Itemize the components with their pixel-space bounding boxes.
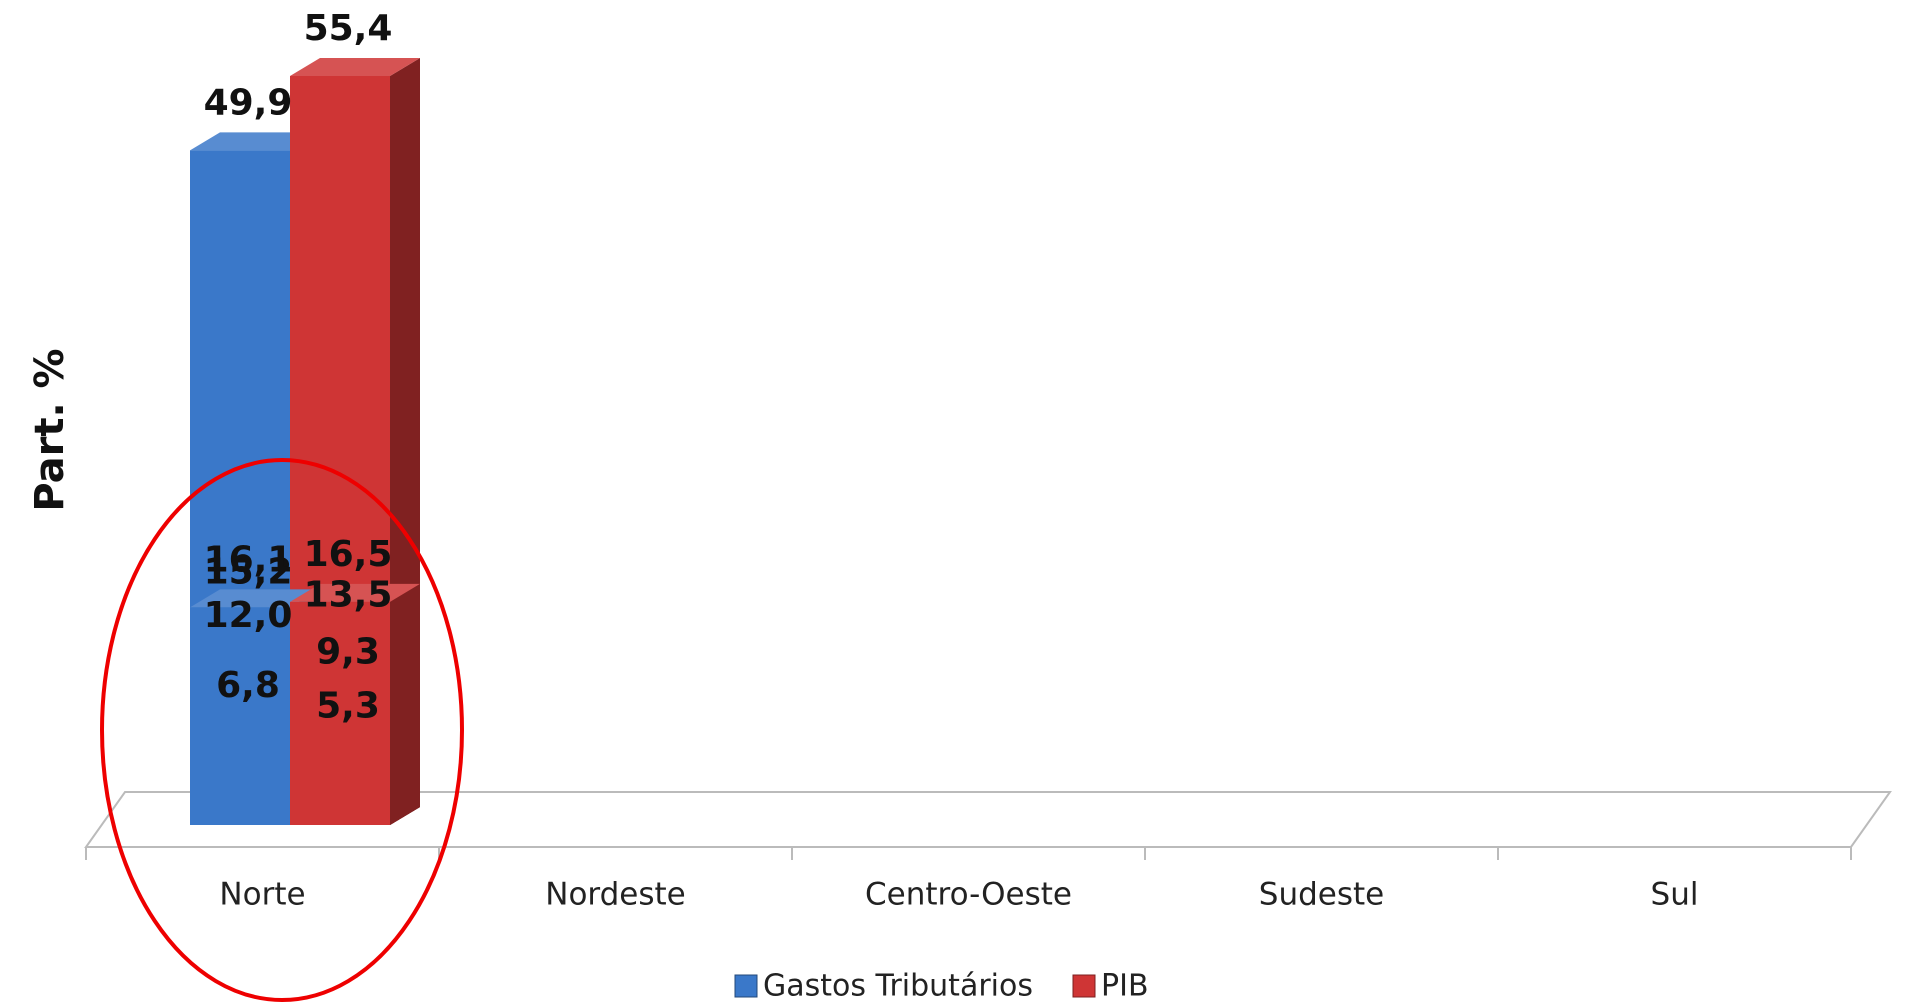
- x-tick-label: Sudeste: [1259, 877, 1384, 913]
- bar-side: [390, 583, 420, 825]
- legend-swatch: [734, 974, 758, 998]
- y-axis-label: Part. %: [27, 348, 73, 511]
- bar-top: [190, 589, 320, 608]
- data-label: 16,5: [304, 534, 393, 575]
- data-label: 16,1: [204, 539, 293, 580]
- legend-label: PIB: [1101, 969, 1149, 1003]
- bar-front: [290, 601, 390, 825]
- highlight-ellipse: [100, 458, 464, 1002]
- data-label: 5,3: [316, 685, 380, 726]
- data-label: 55,4: [304, 8, 393, 49]
- legend-label: Gastos Tributários: [763, 969, 1033, 1003]
- data-label: 12,0: [204, 595, 293, 636]
- legend-swatch: [1072, 974, 1096, 998]
- bar-front: [190, 607, 290, 825]
- x-tick-label: Centro-Oeste: [865, 877, 1072, 913]
- x-tick-label: Sul: [1651, 877, 1699, 913]
- data-label: 6,8: [216, 665, 280, 706]
- bar-top: [190, 132, 320, 151]
- plot: [85, 58, 1852, 860]
- x-tick-label: Nordeste: [545, 877, 685, 913]
- data-label: 49,9: [204, 82, 293, 123]
- data-label: 9,3: [316, 631, 380, 672]
- bar-top: [290, 58, 420, 76]
- bar-top: [290, 583, 420, 602]
- data-label: 15,2: [204, 551, 293, 592]
- x-tick-label: Norte: [219, 877, 305, 913]
- data-label: 13,5: [304, 574, 393, 615]
- bar: [290, 583, 420, 825]
